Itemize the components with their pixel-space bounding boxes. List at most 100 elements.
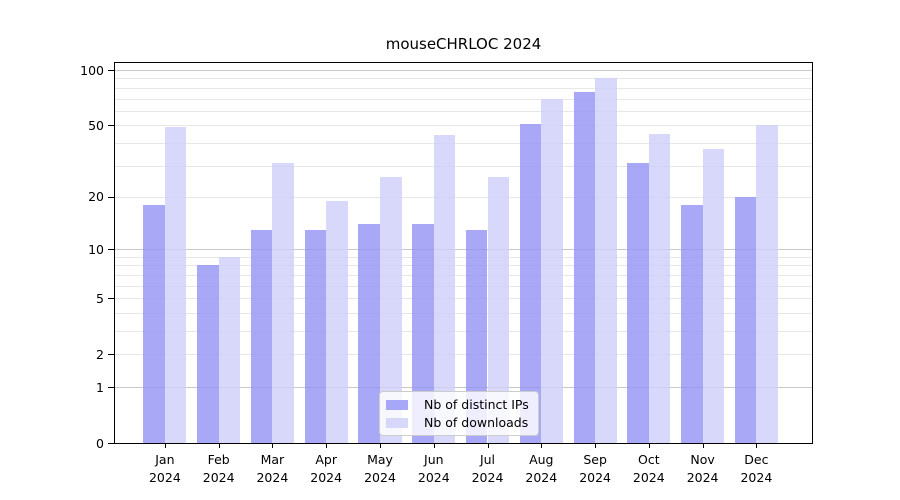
x-tick-mar [272, 444, 274, 448]
x-tick-label-aug: Aug 2024 [506, 451, 576, 486]
x-tick-label-sep: Sep 2024 [560, 451, 630, 486]
x-tick-label-nov: Nov 2024 [668, 451, 738, 486]
x-tick-year: 2024 [202, 469, 235, 485]
legend-row-distinct-ips: Nb of distinct IPs [386, 397, 530, 412]
x-tick-month: Dec [744, 452, 769, 467]
bar-ips-apr [304, 229, 327, 443]
gridline-minor-3 [115, 331, 812, 332]
gridline-minor-2 [115, 354, 812, 356]
bar-downloads-dec [756, 125, 778, 443]
y-tick-label-2: 2 [96, 346, 104, 362]
x-tick-month: Jun [424, 452, 444, 467]
bar-ips-jun [412, 224, 434, 443]
bar-downloads-jun [433, 135, 456, 443]
x-tick-month: Nov [690, 452, 715, 467]
y-tick-100 [108, 70, 114, 71]
bar-ips-oct [627, 162, 649, 443]
gridline-minor-5 [115, 298, 812, 300]
x-tick-year: 2024 [256, 469, 289, 485]
y-tick-5 [108, 298, 114, 300]
bar-ips-aug [519, 123, 542, 443]
x-tick-label-jun: Jun 2024 [399, 451, 469, 486]
gridline-major-10 [115, 249, 812, 251]
bar-ips-nov [681, 205, 703, 443]
gridline-minor-70 [115, 98, 812, 100]
bar-downloads-feb [218, 256, 241, 443]
gridline-minor-4 [115, 312, 812, 314]
gridline-minor-7 [115, 274, 812, 276]
x-tick-label-jan: Jan 2024 [130, 451, 200, 486]
bar-ips-may [358, 224, 380, 443]
x-tick-year: 2024 [471, 469, 504, 485]
bar-downloads-aug [541, 98, 563, 443]
x-tick-aug [541, 444, 543, 448]
plot-area [114, 62, 813, 444]
bar-ips-feb [197, 265, 219, 443]
x-tick-label-feb: Feb 2024 [184, 451, 254, 486]
y-tick-2 [108, 354, 114, 356]
gridline-major-1 [115, 387, 812, 388]
legend-swatch-distinct-ips [386, 399, 408, 410]
x-tick-feb [218, 444, 220, 448]
x-tick-may [380, 444, 381, 448]
y-tick-label-10: 10 [88, 241, 104, 257]
x-tick-label-apr: Apr 2024 [291, 451, 361, 486]
gridline-major-100 [115, 70, 812, 71]
x-tick-sep [595, 444, 597, 448]
legend-label-distinct-ips: Nb of distinct IPs [424, 397, 529, 412]
x-tick-month: Oct [637, 452, 660, 467]
x-tick-month: Aug [529, 452, 554, 467]
x-tick-month: Jul [479, 452, 496, 467]
gridline-minor-30 [115, 165, 812, 167]
x-tick-label-may: May 2024 [345, 451, 415, 486]
bar-downloads-oct [648, 133, 671, 443]
x-tick-year: 2024 [525, 469, 558, 485]
x-tick-year: 2024 [579, 469, 611, 485]
x-tick-jan [164, 444, 166, 448]
bar-downloads-apr [326, 200, 348, 443]
bar-downloads-may [380, 176, 402, 443]
bar-downloads-nov [702, 149, 725, 443]
legend: Nb of distinct IPs Nb of downloads [379, 391, 539, 436]
y-tick-label-1: 1 [96, 379, 104, 395]
x-tick-jun [433, 444, 435, 448]
x-tick-nov [702, 444, 704, 448]
y-tick-label-5: 5 [96, 290, 104, 306]
y-tick-10 [108, 249, 114, 251]
gridline-minor-60 [115, 110, 812, 112]
chart-title: mouseCHRLOC 2024 [385, 35, 542, 53]
gridline-minor-80 [115, 87, 812, 89]
x-tick-year: 2024 [632, 469, 665, 485]
x-tick-month: Apr [315, 452, 337, 467]
x-tick-year: 2024 [686, 469, 719, 485]
y-tick-label-0: 0 [96, 435, 104, 451]
y-tick-label-50: 50 [88, 117, 104, 133]
x-tick-label-mar: Mar 2024 [237, 451, 307, 486]
gridline-minor-8 [115, 265, 812, 267]
x-tick-apr [326, 444, 328, 448]
legend-swatch-downloads [386, 417, 408, 428]
y-tick-50 [108, 125, 114, 127]
bar-ips-sep [573, 91, 596, 443]
bar-downloads-jan [164, 126, 187, 443]
x-tick-year: 2024 [740, 469, 773, 485]
bar-downloads-sep [595, 78, 617, 443]
x-tick-month: Jan [155, 452, 175, 467]
x-tick-dec [756, 444, 758, 448]
gridline-minor-9 [115, 256, 812, 258]
x-tick-year: 2024 [417, 469, 450, 485]
x-tick-month: Sep [583, 452, 607, 467]
bar-ips-jan [143, 205, 165, 443]
gridline-minor-50 [115, 125, 812, 127]
x-tick-month: May [367, 452, 393, 467]
legend-row-downloads: Nb of downloads [386, 415, 530, 430]
bar-ips-dec [734, 196, 757, 443]
gridline-minor-20 [115, 196, 812, 198]
x-tick-oct [648, 444, 650, 448]
y-tick-label-100: 100 [80, 62, 104, 78]
y-tick-0 [108, 443, 114, 444]
y-tick-20 [108, 196, 114, 198]
x-tick-year: 2024 [148, 469, 181, 485]
y-tick-1 [108, 387, 114, 388]
